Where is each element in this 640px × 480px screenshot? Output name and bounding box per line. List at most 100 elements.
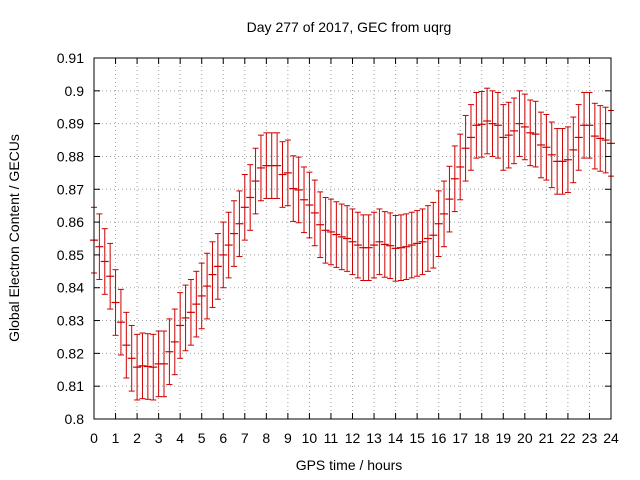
y-tick-label: 0.85 <box>57 247 84 263</box>
y-tick-label: 0.87 <box>57 181 84 197</box>
error-bar-point <box>122 311 131 379</box>
y-tick-label: 0.8 <box>65 411 85 427</box>
x-axis-label: GPS time / hours <box>296 457 403 473</box>
error-bar-point <box>240 174 249 241</box>
error-bar-point <box>391 215 400 282</box>
error-bar-point <box>504 101 513 169</box>
x-tick-label: 0 <box>90 430 98 446</box>
error-bar-point <box>531 100 540 168</box>
error-bar-point <box>396 214 405 282</box>
error-bar-point <box>553 128 562 195</box>
error-bar-point <box>343 205 352 272</box>
error-bar-point <box>574 104 583 171</box>
y-tick-label: 0.9 <box>65 83 85 99</box>
error-bar-point <box>170 308 179 376</box>
error-bar-point <box>143 333 152 400</box>
error-bar-point <box>208 241 217 308</box>
y-tick-label: 0.83 <box>57 313 84 329</box>
error-bar-point <box>359 214 368 282</box>
x-tick-label: 7 <box>241 430 249 446</box>
x-tick-label: 18 <box>474 430 490 446</box>
error-bar-point <box>590 102 599 170</box>
error-bar-point <box>310 179 319 247</box>
error-bar-point <box>246 164 255 231</box>
axis-ticks <box>93 57 612 420</box>
x-tick-label: 1 <box>112 430 120 446</box>
x-tick-label: 10 <box>302 430 318 446</box>
error-bar-point <box>413 210 422 277</box>
error-bar-point <box>294 156 303 224</box>
error-bar-point <box>283 139 292 207</box>
x-tick-label: 5 <box>198 430 206 446</box>
error-bar-point <box>305 171 314 239</box>
x-tick-label: 19 <box>496 430 512 446</box>
error-bar-point <box>477 90 486 158</box>
error-bar-point <box>251 147 260 215</box>
error-bar-point <box>569 116 578 184</box>
x-tick-label: 14 <box>388 430 404 446</box>
error-bar-point <box>542 113 551 181</box>
error-bar-point <box>450 145 459 213</box>
error-bar-point <box>434 190 443 258</box>
error-bar-point <box>116 288 125 356</box>
y-tick-label: 0.88 <box>57 148 84 164</box>
error-bar-point <box>197 262 206 330</box>
error-bar-point <box>440 180 449 248</box>
error-bar-point <box>596 105 605 172</box>
error-bar-point <box>256 134 265 202</box>
x-tick-label: 3 <box>155 430 163 446</box>
x-tick-label: 16 <box>431 430 447 446</box>
error-bar-point <box>536 111 545 179</box>
error-bar-point <box>326 198 335 266</box>
x-tick-label: 21 <box>539 430 555 446</box>
error-bar-point <box>235 190 244 258</box>
error-bar-point <box>445 165 454 233</box>
error-bar-point <box>273 132 282 199</box>
error-bar-point <box>488 90 497 157</box>
error-bar-point <box>364 214 373 282</box>
error-bar-point <box>224 211 233 279</box>
data-series <box>90 87 615 401</box>
error-bar-point <box>466 104 475 171</box>
error-bar-point <box>585 91 594 159</box>
error-bar-point <box>213 233 222 300</box>
error-bar-point <box>100 228 109 295</box>
error-bar-point <box>127 324 136 392</box>
error-bar-point <box>526 99 535 167</box>
error-bar-point <box>321 196 330 264</box>
error-bar-point <box>375 208 384 276</box>
x-tick-label: 22 <box>560 430 576 446</box>
x-tick-label: 4 <box>176 430 184 446</box>
x-tick-label: 8 <box>262 430 270 446</box>
error-bar-point <box>133 333 142 401</box>
error-bar-point <box>230 200 239 267</box>
x-tick-label: 11 <box>324 430 339 446</box>
error-bar-point <box>106 242 115 310</box>
error-bar-point <box>348 208 357 276</box>
error-bar-point <box>429 201 438 269</box>
y-tick-labels: 0.8 0.81 0.82 0.83 0.84 0.85 0.86 0.87 0.88 0.89 0… <box>57 50 84 427</box>
error-bar-point <box>219 221 228 289</box>
y-tick-label: 0.91 <box>57 50 84 66</box>
x-tick-label: 15 <box>409 430 425 446</box>
error-bar-point <box>332 201 341 268</box>
error-bar-point <box>456 133 465 201</box>
chart-title: Day 277 of 2017, GEC from uqrg <box>247 19 452 35</box>
error-bar-point <box>563 126 572 194</box>
error-bar-point <box>278 141 287 208</box>
error-bar-point <box>601 106 610 174</box>
error-bar-point <box>386 212 395 280</box>
y-tick-label: 0.86 <box>57 214 84 230</box>
error-bar-point <box>111 269 120 336</box>
x-tick-labels: 0 1 2 3 4 5 6 7 8 9 10 11 12 13 14 15 16 17 18 19 20 21 22 23 24 <box>90 430 619 446</box>
error-bar-point <box>160 330 169 398</box>
error-bar-point <box>515 90 524 157</box>
x-tick-label: 9 <box>284 430 292 446</box>
y-tick-label: 0.84 <box>57 280 84 296</box>
error-bar-point <box>510 97 519 165</box>
error-bar-point <box>418 208 427 276</box>
error-bar-point <box>149 333 158 401</box>
error-bar-point <box>483 87 492 155</box>
y-axis-label: Global Electron Content / GECUs <box>6 134 22 342</box>
